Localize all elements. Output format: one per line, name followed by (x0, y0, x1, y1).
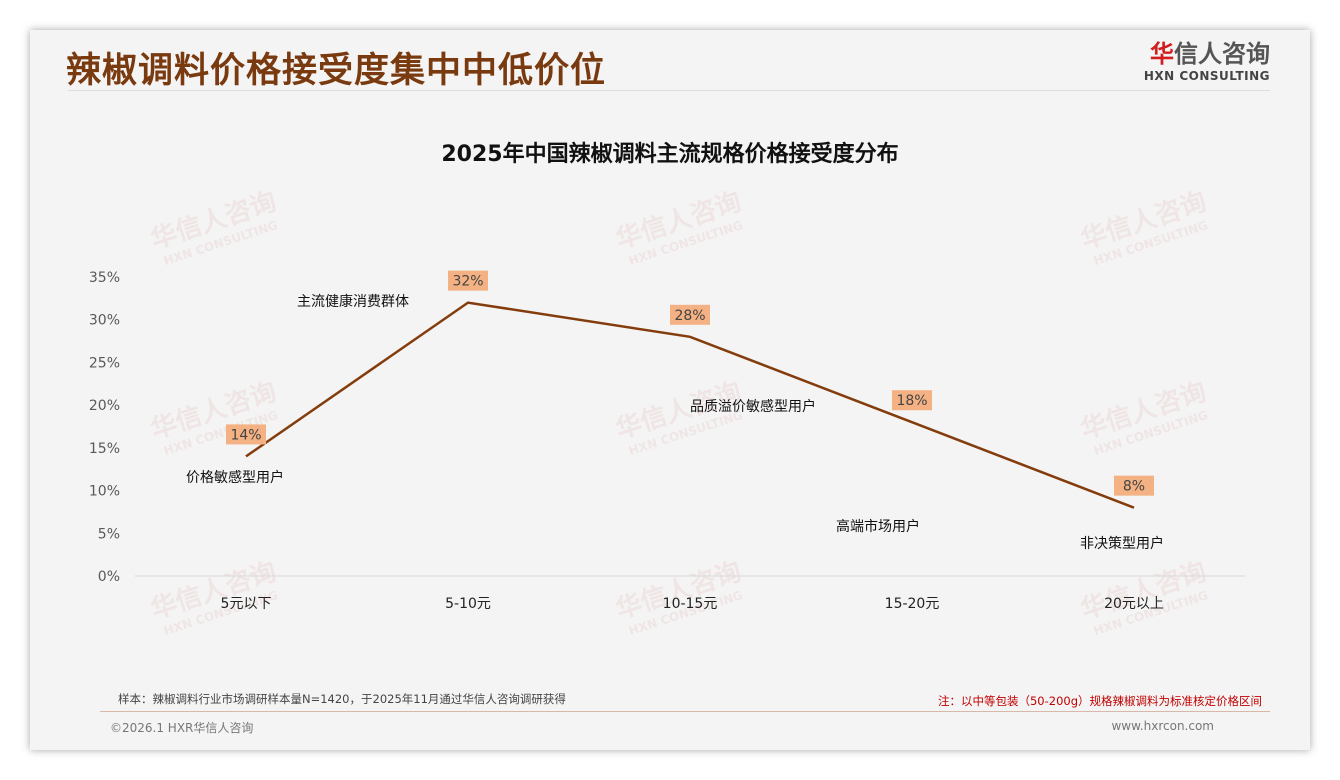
series-line (245, 301, 1135, 509)
y-tick-label: 35% (89, 270, 120, 286)
x-tick-label: 5元以下 (221, 596, 272, 612)
copyright: ©2026.1 HXR华信人咨询 (110, 721, 254, 735)
y-tick-label: 10% (89, 484, 120, 500)
data-label: 18% (896, 393, 927, 409)
y-tick-label: 25% (89, 355, 120, 371)
x-tick-label: 20元以上 (1104, 596, 1164, 612)
x-tick-label: 10-15元 (663, 596, 718, 612)
remark-note: 注：以中等包装（50-200g）规格辣椒调料为标准核定价格区间 (937, 694, 1262, 708)
website: www.hxrcon.com (1111, 719, 1214, 733)
data-label: 8% (1123, 479, 1145, 495)
data-label-bg (670, 304, 710, 325)
segment-annotation: 非决策型用户 (1080, 535, 1164, 552)
sample-note: 样本：辣椒调料行业市场调研样本量N=1420，于2025年11月通过华信人咨询调… (118, 692, 566, 706)
slide (30, 30, 1310, 750)
divider (68, 90, 1270, 91)
footer-divider (100, 711, 1270, 712)
y-tick-label: 20% (89, 398, 120, 414)
y-tick-label: 5% (98, 526, 120, 542)
data-label: 28% (674, 308, 705, 324)
data-label-bg (448, 270, 488, 291)
chart-title: 2025年中国辣椒调料主流规格价格接受度分布 (441, 142, 899, 167)
segment-annotation: 价格敏感型用户 (186, 469, 284, 486)
segment-annotation: 主流健康消费群体 (297, 293, 409, 310)
x-tick-label: 15-20元 (885, 596, 940, 612)
y-tick-label: 0% (98, 569, 120, 585)
data-label-bg (1114, 475, 1154, 496)
page-title: 辣椒调料价格接受度集中中低价位 (66, 51, 607, 91)
y-tick-label: 15% (89, 441, 120, 457)
data-label: 14% (230, 427, 261, 443)
x-tick-label: 5-10元 (445, 596, 491, 612)
segment-annotation: 品质溢价敏感型用户 (690, 398, 816, 415)
data-label-bg (226, 424, 266, 445)
segment-annotation: 高端市场用户 (836, 518, 920, 535)
y-tick-label: 30% (89, 313, 120, 329)
data-label-bg (892, 390, 932, 411)
data-label: 32% (452, 274, 483, 290)
logo: 华信人咨询 HXN CONSULTING (1143, 40, 1270, 83)
